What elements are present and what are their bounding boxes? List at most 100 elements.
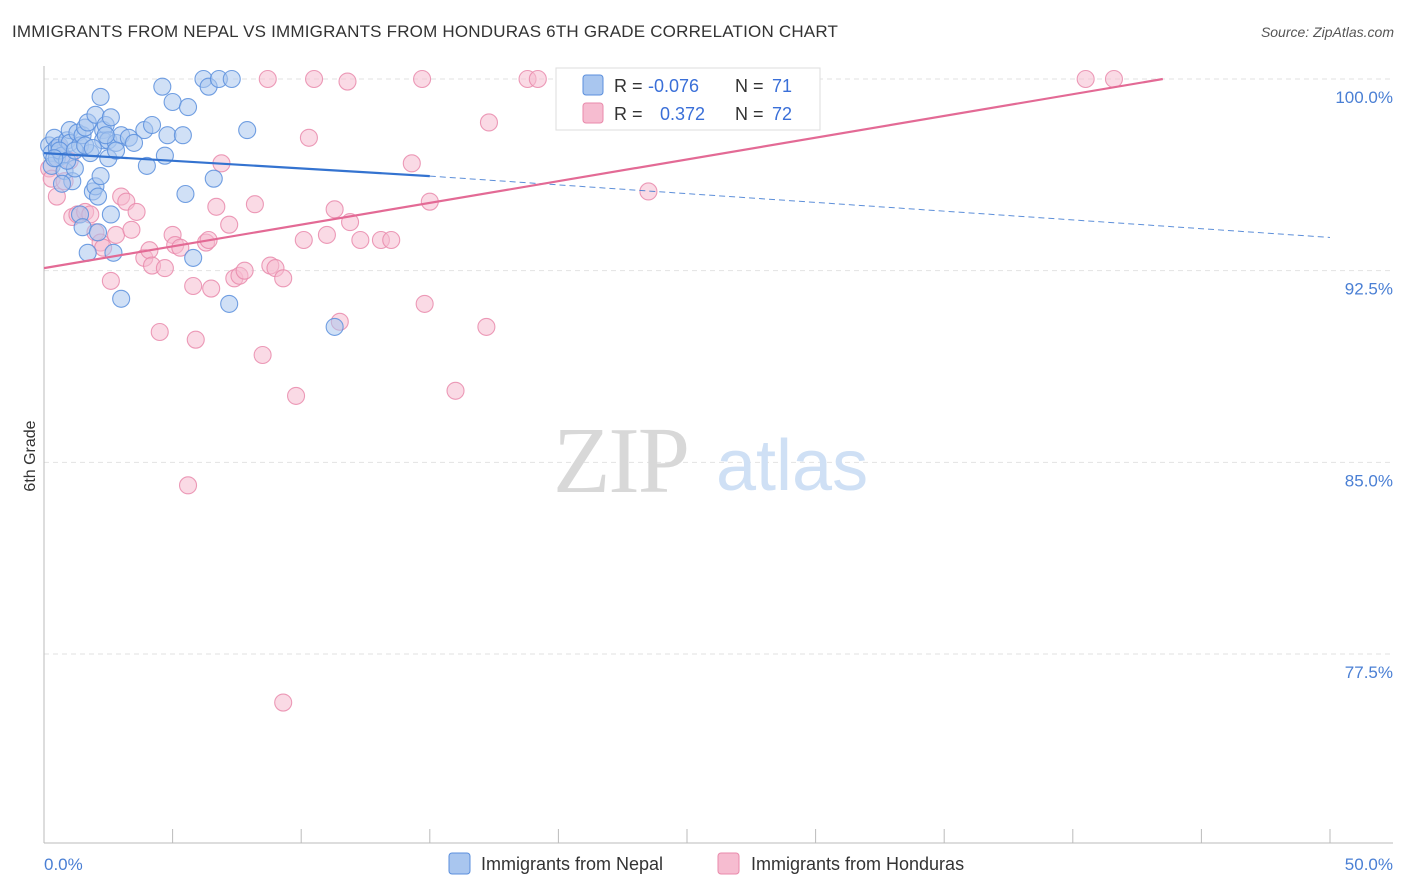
honduras-point: [186, 330, 205, 349]
honduras-point: [299, 128, 318, 147]
chart-title: IMMIGRANTS FROM NEPAL VS IMMIGRANTS FROM…: [12, 22, 839, 41]
nepal-point: [325, 317, 344, 336]
honduras-point: [155, 259, 174, 278]
nepal-r-label: R =: [614, 76, 643, 96]
series-legend: Immigrants from Nepal Immigrants from Ho…: [448, 852, 964, 875]
watermark-zip: ZIP: [553, 409, 688, 513]
honduras-point: [253, 345, 272, 365]
honduras-point: [235, 261, 254, 280]
nepal-point: [137, 156, 156, 175]
nepal-n-label: N =: [735, 76, 764, 96]
honduras-swatch: [582, 102, 604, 124]
nepal-point: [96, 126, 115, 145]
y-tick-label: 85.0%: [1345, 471, 1393, 490]
honduras-trend-line: [43, 77, 1164, 270]
honduras-point: [528, 69, 547, 89]
honduras-point: [317, 225, 336, 244]
legend-nepal-label: Immigrants from Nepal: [481, 854, 663, 874]
nepal-trend-extension: [429, 175, 1331, 238]
nepal-point: [88, 223, 108, 242]
y-tick-label: 77.5%: [1345, 663, 1393, 682]
legend-nepal-swatch: [448, 852, 471, 875]
nepal-point: [178, 98, 198, 117]
nepal-point: [173, 126, 192, 145]
honduras-point: [294, 230, 313, 250]
honduras-point: [639, 182, 658, 201]
y-tick-label: 100.0%: [1335, 88, 1393, 107]
honduras-point: [287, 386, 306, 405]
honduras-point: [477, 317, 496, 336]
y-tick-labels: 100.0% 92.5% 85.0% 77.5%: [1335, 88, 1393, 682]
honduras-point: [150, 322, 169, 342]
x-tick-labels: 0.0% 50.0%: [44, 855, 1393, 874]
honduras-point: [479, 113, 499, 132]
nepal-point: [238, 121, 257, 140]
nepal-point: [73, 218, 92, 237]
nepal-point: [176, 184, 195, 204]
honduras-point: [338, 72, 357, 91]
watermark-atlas: atlas: [716, 426, 868, 506]
nepal-point: [220, 294, 239, 313]
nepal-point: [83, 138, 102, 158]
honduras-point: [413, 69, 432, 89]
nepal-point: [91, 87, 110, 106]
nepal-swatch: [582, 74, 604, 96]
honduras-r-label: R =: [614, 104, 643, 124]
watermark: ZIP atlas: [553, 409, 868, 513]
axes: [43, 66, 1393, 844]
nepal-trend-line: [43, 152, 430, 178]
honduras-point: [274, 269, 293, 288]
honduras-point: [382, 230, 401, 250]
honduras-points: [40, 69, 1124, 712]
honduras-point: [127, 202, 146, 221]
nepal-r-value: -0.076: [648, 76, 699, 96]
nepal-point: [101, 205, 120, 224]
honduras-point: [305, 69, 324, 89]
honduras-point: [122, 220, 141, 239]
x-tick-max: 50.0%: [1345, 855, 1393, 874]
honduras-point: [101, 271, 120, 290]
legend-honduras-label: Immigrants from Honduras: [751, 854, 964, 874]
source-credit: Source: ZipAtlas.com: [1260, 24, 1394, 40]
honduras-point: [202, 279, 221, 298]
honduras-point: [351, 230, 370, 250]
nepal-point: [222, 69, 241, 89]
honduras-point: [245, 195, 264, 214]
y-axis-title: 6th Grade: [22, 420, 39, 491]
nepal-point: [158, 126, 177, 145]
honduras-point: [106, 225, 126, 244]
nepal-point: [153, 77, 172, 96]
honduras-point: [274, 693, 293, 712]
nepal-point: [52, 174, 72, 193]
nepal-point: [91, 167, 110, 186]
honduras-point: [258, 69, 277, 89]
legend-honduras-swatch: [717, 852, 740, 875]
honduras-point: [184, 276, 203, 296]
honduras-point: [415, 294, 434, 313]
y-tick-label: 92.5%: [1345, 280, 1393, 299]
nepal-point: [204, 169, 223, 188]
nepal-n-value: 71: [772, 76, 792, 96]
trend-lines: [43, 77, 1331, 270]
honduras-point: [207, 197, 226, 216]
honduras-r-value: 0.372: [660, 104, 705, 124]
honduras-point: [325, 200, 344, 219]
honduras-point: [1104, 69, 1124, 89]
nepal-points: [40, 69, 344, 336]
honduras-point: [1076, 69, 1095, 89]
nepal-point: [104, 243, 123, 262]
honduras-n-label: N =: [735, 104, 764, 124]
honduras-point: [402, 154, 421, 173]
honduras-point: [220, 215, 239, 234]
honduras-point: [178, 476, 198, 495]
nepal-point: [112, 289, 131, 308]
honduras-point: [446, 381, 465, 400]
nepal-point: [88, 187, 108, 206]
nepal-point: [163, 92, 182, 112]
stats-legend: R = -0.076 N = 71 R = 0.372 N = 72: [555, 67, 821, 131]
nepal-point: [184, 248, 203, 267]
x-tick-min: 0.0%: [44, 855, 83, 874]
honduras-n-value: 72: [772, 104, 792, 124]
nepal-point: [142, 115, 162, 135]
